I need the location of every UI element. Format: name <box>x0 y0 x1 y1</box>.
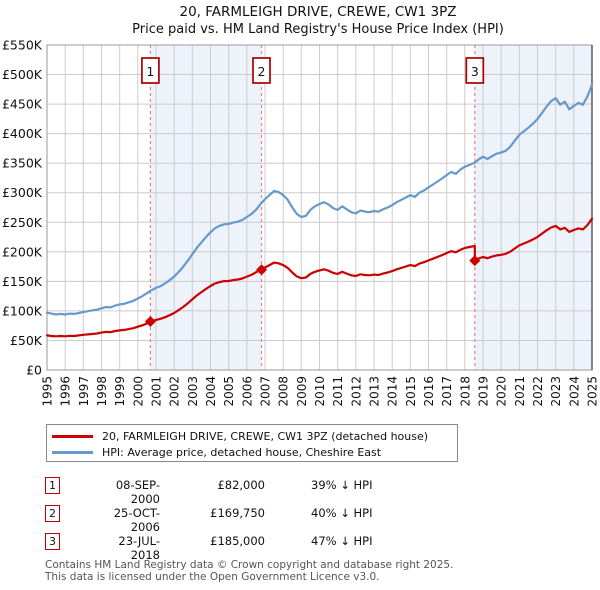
sale-1-price: £82,000 <box>217 478 265 492</box>
y-axis-tick-label: £100K <box>2 303 43 318</box>
x-axis-year-label: 2002 <box>168 376 182 407</box>
legend-item-hpi: HPI: Average price, detached house, Ches… <box>47 444 457 460</box>
x-axis-year-label: 2013 <box>368 376 382 407</box>
footer-line-2: This data is licensed under the Open Gov… <box>45 570 380 583</box>
x-axis-year-label: 2016 <box>422 376 436 407</box>
y-axis-tick-label: £350K <box>2 156 43 171</box>
legend-property-label: 20, FARMLEIGH DRIVE, CREWE, CW1 3PZ (det… <box>102 429 429 443</box>
y-axis-tick-label: £450K <box>2 97 43 112</box>
y-axis-tick-label: £500K <box>2 67 43 82</box>
sale-diamond-marker <box>144 316 156 328</box>
x-axis-year-label: 2023 <box>549 376 563 407</box>
x-axis-year-label: 2011 <box>331 376 345 407</box>
x-axis-year-label: 2019 <box>477 376 491 407</box>
footer-license: Contains HM Land Registry data © Crown c… <box>45 559 454 583</box>
property-price-line <box>45 217 594 338</box>
sale-number-label: 2 <box>258 64 266 79</box>
y-axis-tick-label: £0 <box>26 363 42 378</box>
hpi-line <box>45 83 594 316</box>
x-axis-year-label: 2018 <box>458 376 472 407</box>
y-axis-tick-label: £150K <box>2 274 43 289</box>
x-axis-year-label: 2006 <box>240 376 254 407</box>
y-axis-tick-label: £400K <box>2 126 43 141</box>
sale-1-date: 08-SEP-2000 <box>115 478 160 506</box>
sale-2-date: 25-OCT-2006 <box>113 506 160 534</box>
x-axis-year-label: 2015 <box>404 376 418 407</box>
sale-number-box <box>141 57 160 84</box>
sale-1-vs-hpi: 39% ↓ HPI <box>311 478 373 492</box>
x-axis-year-label: 2020 <box>495 376 509 407</box>
x-axis-year-label: 2012 <box>349 376 363 407</box>
ownership-shade <box>474 45 592 370</box>
sale-2-vs-hpi: 40% ↓ HPI <box>311 506 373 520</box>
ownership-shade <box>150 45 262 370</box>
x-axis-year-label: 2014 <box>386 376 400 407</box>
x-axis-year-label: 2024 <box>567 376 581 407</box>
chart-subtitle: Price paid vs. HM Land Registry's House … <box>132 22 504 37</box>
x-axis-year-label: 2001 <box>150 376 164 407</box>
sale-3-price: £185,000 <box>210 534 265 548</box>
sale-number-box <box>465 57 485 84</box>
price-chart: 20, FARMLEIGH DRIVE, CREWE, CW1 3PZ Pric… <box>2 4 600 407</box>
chart-title: 20, FARMLEIGH DRIVE, CREWE, CW1 3PZ <box>179 4 456 20</box>
property-line-swatch <box>52 434 93 438</box>
sale-number-label: 3 <box>471 64 479 79</box>
sale-3-date: 23-JUL-2018 <box>118 534 160 562</box>
x-axis-year-label: 2000 <box>131 376 145 407</box>
y-axis-tick-label: £200K <box>2 244 43 259</box>
sale-diamond-marker <box>256 264 268 276</box>
sale-1-marker: 1 <box>45 477 60 494</box>
x-axis-year-label: 2004 <box>204 376 218 407</box>
x-axis-year-label: 2003 <box>186 376 200 407</box>
x-axis-year-label: 2005 <box>222 376 236 407</box>
x-axis-year-label: 1998 <box>95 376 109 407</box>
x-axis-year-label: 1996 <box>59 376 73 407</box>
legend-item-property: 20, FARMLEIGH DRIVE, CREWE, CW1 3PZ (det… <box>47 428 457 444</box>
plot-area: 1 2 3 £0 £50K £100K £150K £200K £250K £300K £350K £… <box>2 38 600 407</box>
sale-row-3: 3 23-JUL-2018 £185,000 47% ↓ HPI <box>45 533 565 562</box>
x-axis-year-label: 1995 <box>41 376 55 407</box>
y-axis-tick-label: £250K <box>2 215 43 230</box>
legend-hpi-label: HPI: Average price, detached house, Ches… <box>102 445 382 459</box>
sale-3-vs-hpi: 47% ↓ HPI <box>311 534 373 548</box>
x-axis-year-label: 2009 <box>295 376 309 407</box>
y-axis-tick-label: £300K <box>2 185 43 200</box>
x-axis-year-label: 2007 <box>259 376 273 407</box>
x-axis-year-label: 2021 <box>513 376 527 407</box>
x-axis-year-label: 2017 <box>440 376 454 407</box>
x-axis-year-label: 2025 <box>586 376 600 407</box>
sale-2-marker: 2 <box>45 505 60 522</box>
footer-line-1: Contains HM Land Registry data © Crown c… <box>45 559 454 571</box>
legend: 20, FARMLEIGH DRIVE, CREWE, CW1 3PZ (det… <box>46 424 458 462</box>
x-axis-year-label: 1997 <box>77 376 91 407</box>
y-axis-tick-label: £50K <box>10 333 43 348</box>
sale-row-2: 2 25-OCT-2006 £169,750 40% ↓ HPI <box>45 505 565 534</box>
x-axis-year-label: 1999 <box>113 376 127 407</box>
sale-number-label: 1 <box>146 64 154 79</box>
hpi-line-swatch <box>52 450 93 454</box>
x-axis-year-label: 2008 <box>277 376 291 407</box>
x-axis-year-label: 2022 <box>531 376 545 407</box>
x-axis-year-label: 2010 <box>313 376 327 407</box>
sale-3-marker: 3 <box>45 533 60 550</box>
sale-row-1: 1 08-SEP-2000 £82,000 39% ↓ HPI <box>45 477 565 506</box>
y-axis-tick-label: £550K <box>2 38 43 53</box>
sale-diamond-marker <box>469 255 481 267</box>
sale-number-box <box>252 57 271 84</box>
sale-2-price: £169,750 <box>210 506 265 520</box>
